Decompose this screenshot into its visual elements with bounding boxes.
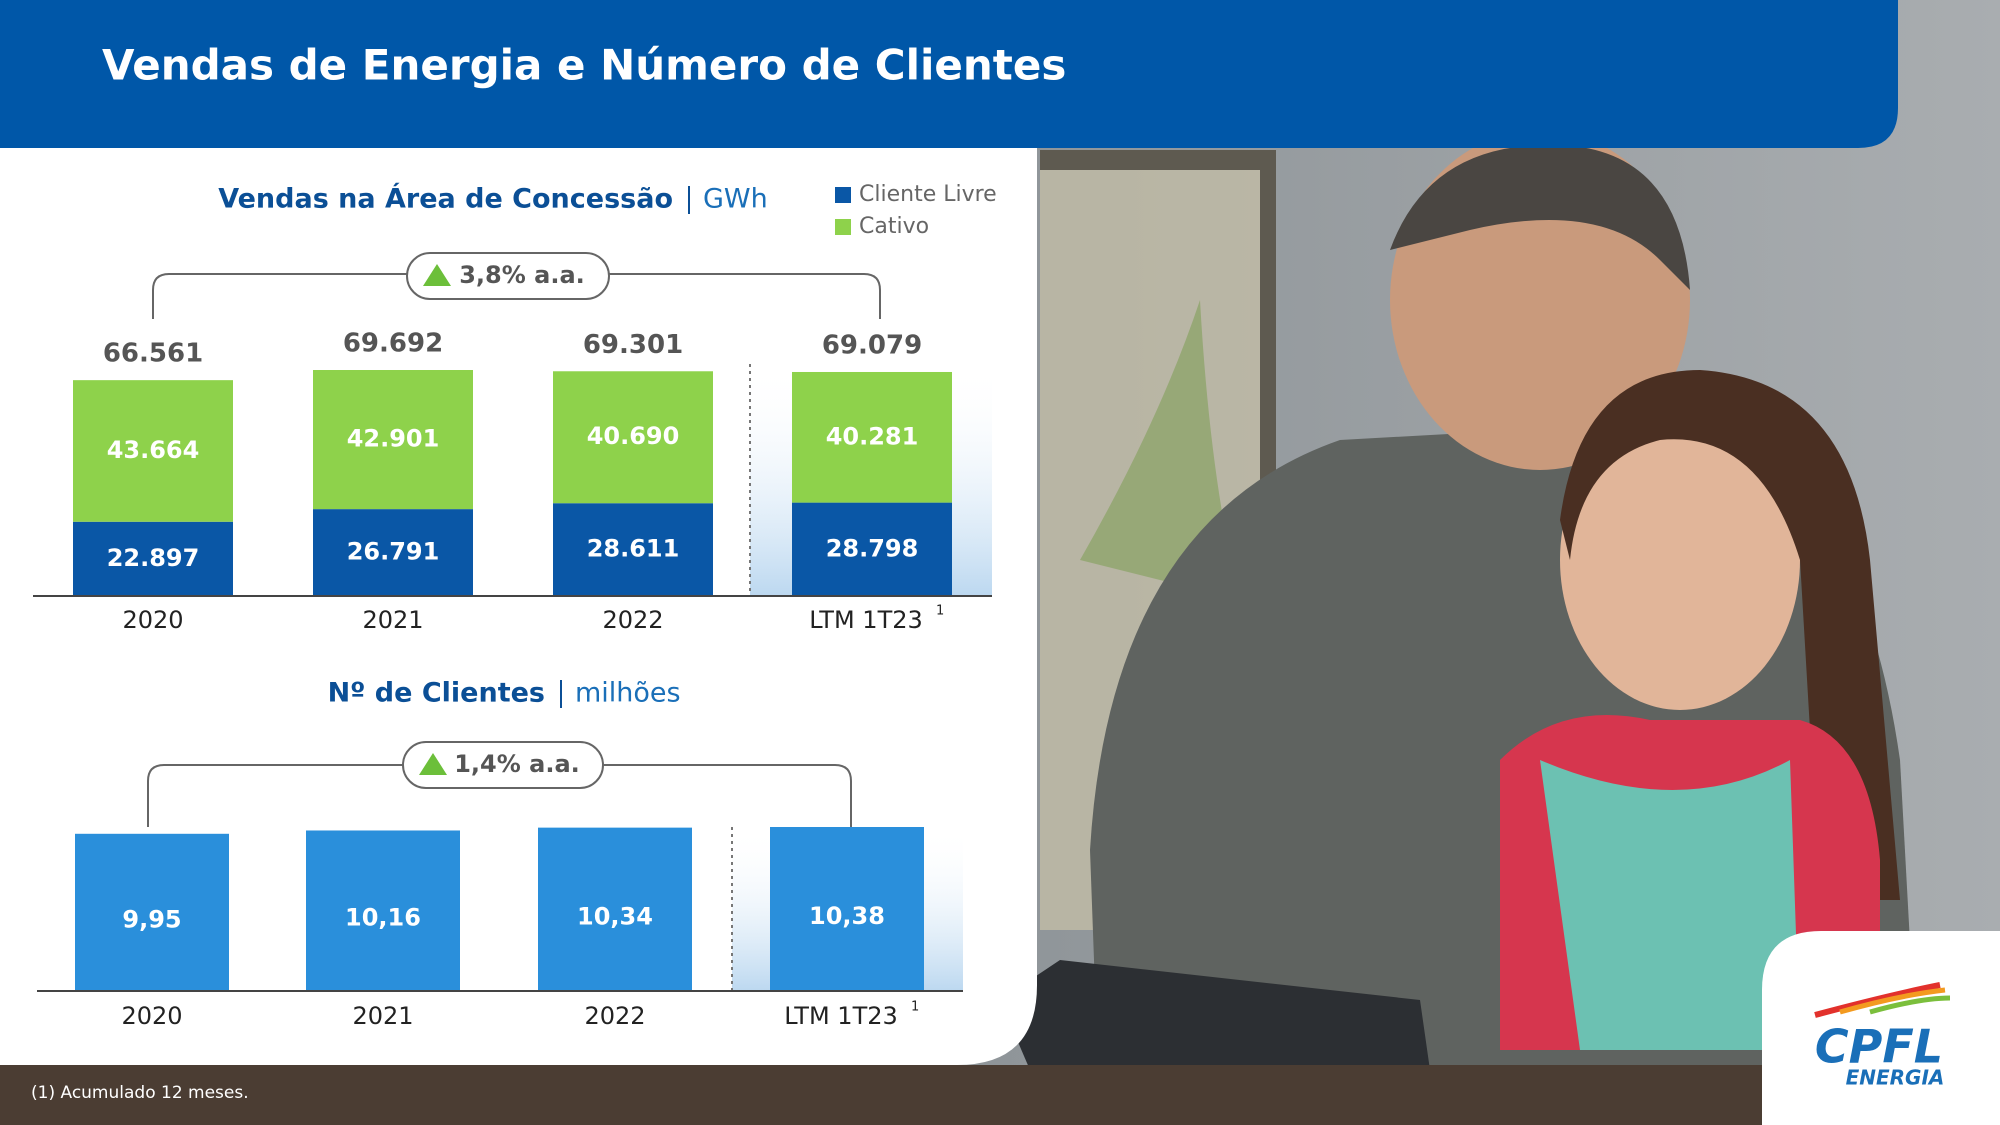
value-label: 40.281 xyxy=(826,422,919,450)
total-label: 69.301 xyxy=(583,330,683,360)
value-label: 10,34 xyxy=(577,902,653,930)
bar-segment xyxy=(73,380,233,522)
value-label: 28.611 xyxy=(587,535,680,563)
growth-label: 1,4% a.a. xyxy=(454,750,580,778)
bar xyxy=(75,833,229,991)
x-tick-label: 2020 xyxy=(122,606,183,634)
value-label: 28.798 xyxy=(826,534,919,562)
chart-title: Vendas na Área de Concessão xyxy=(218,183,673,215)
bar-segment xyxy=(553,371,713,504)
header-band xyxy=(0,0,1898,148)
legend-swatch xyxy=(835,187,851,203)
logo-subtitle: ENERGIA xyxy=(1846,1066,1945,1090)
x-tick-label: 2022 xyxy=(602,606,663,634)
bar xyxy=(538,827,692,991)
bar-segment xyxy=(313,370,473,510)
chart-unit: milhões xyxy=(575,678,681,709)
value-label: 10,16 xyxy=(345,904,421,932)
bar-segment xyxy=(313,509,473,596)
chart-title: Nº de Clientes xyxy=(328,678,545,709)
total-label: 66.561 xyxy=(103,339,203,369)
total-label: 69.692 xyxy=(343,329,443,359)
value-label: 10,38 xyxy=(809,902,885,930)
x-tick-label: 2022 xyxy=(584,1002,645,1030)
value-label: 43.664 xyxy=(107,436,200,464)
x-tick-label: 2020 xyxy=(121,1002,182,1030)
x-tick-superscript: 1 xyxy=(936,604,944,619)
chart-unit: GWh xyxy=(703,184,768,215)
x-tick-label: 2021 xyxy=(362,606,423,634)
value-label: 26.791 xyxy=(347,538,440,566)
logo-brand: CPFL xyxy=(1815,1020,1943,1074)
legend-label: Cativo xyxy=(859,214,929,239)
bar-segment xyxy=(792,371,952,503)
x-tick-label: 2021 xyxy=(352,1002,413,1030)
growth-arrow xyxy=(423,264,451,286)
bar-segment xyxy=(553,503,713,596)
value-label: 9,95 xyxy=(122,905,181,933)
growth-arrow xyxy=(419,753,447,775)
logo: CPFL ENERGIA xyxy=(1762,931,2000,1125)
total-label: 69.079 xyxy=(822,330,922,360)
growth-badge xyxy=(406,252,610,300)
x-tick-label: LTM 1T23 xyxy=(809,606,923,634)
legend-swatch xyxy=(835,219,851,235)
growth-label: 3,8% a.a. xyxy=(459,261,585,289)
bar-segment xyxy=(73,521,233,596)
page-title: Vendas de Energia e Número de Clientes xyxy=(102,41,1066,90)
value-label: 22.897 xyxy=(107,544,200,572)
legend-label: Cliente Livre xyxy=(859,182,997,207)
x-tick-label: LTM 1T23 xyxy=(784,1002,898,1030)
bar xyxy=(770,827,924,991)
value-label: 40.690 xyxy=(587,422,680,450)
footnote: (1) Acumulado 12 meses. xyxy=(31,1083,249,1103)
value-label: 42.901 xyxy=(347,425,440,453)
bar-segment xyxy=(792,502,952,596)
growth-badge xyxy=(402,741,604,789)
bar xyxy=(306,830,460,991)
x-tick-superscript: 1 xyxy=(911,1000,919,1015)
